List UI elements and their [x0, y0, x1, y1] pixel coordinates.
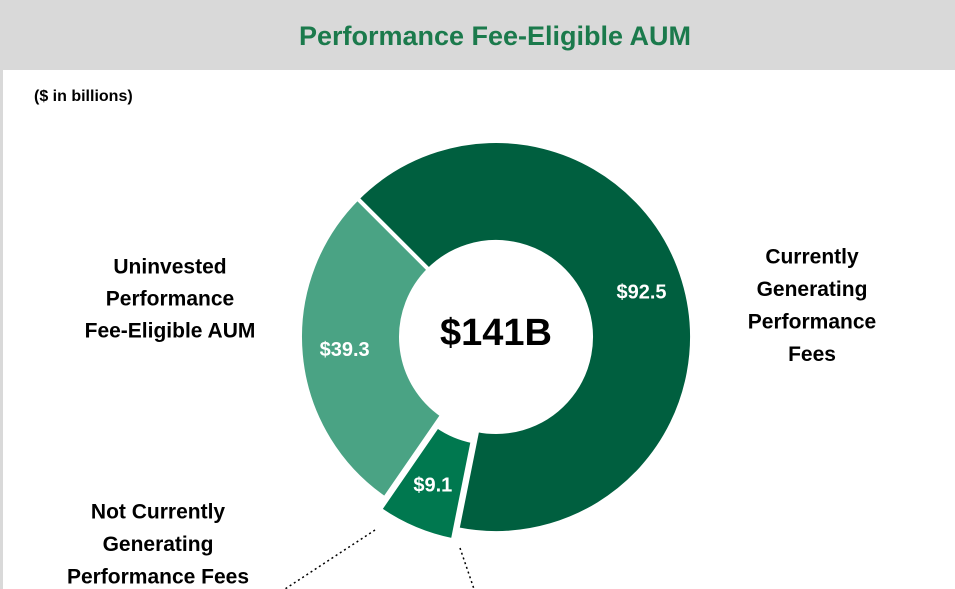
category-label: Not Currently — [91, 501, 225, 524]
category-label: Fee-Eligible AUM — [85, 320, 256, 343]
subtitle: ($ in billions) — [34, 88, 133, 105]
category-label: Generating — [757, 278, 868, 301]
category-label: Uninvested — [113, 256, 226, 279]
category-label: Fees — [788, 343, 836, 366]
donut — [298, 139, 694, 543]
category-label: Performance Fees — [67, 566, 249, 589]
header-band — [0, 0, 955, 70]
chart-title: Performance Fee-Eligible AUM — [299, 21, 691, 51]
left-border — [0, 70, 3, 589]
leader-line — [459, 547, 475, 589]
value-label: $39.3 — [320, 339, 370, 361]
value-label: $92.5 — [616, 281, 666, 303]
donut-segment — [377, 423, 475, 543]
donut-segment — [354, 139, 694, 535]
category-label: Currently — [765, 246, 859, 269]
category-label: Generating — [103, 533, 214, 556]
center-label: $141B — [440, 312, 552, 354]
value-label: $9.1 — [413, 474, 452, 496]
category-label: Performance — [748, 311, 876, 334]
donut-segment — [298, 195, 445, 502]
category-label: Performance — [106, 288, 234, 311]
